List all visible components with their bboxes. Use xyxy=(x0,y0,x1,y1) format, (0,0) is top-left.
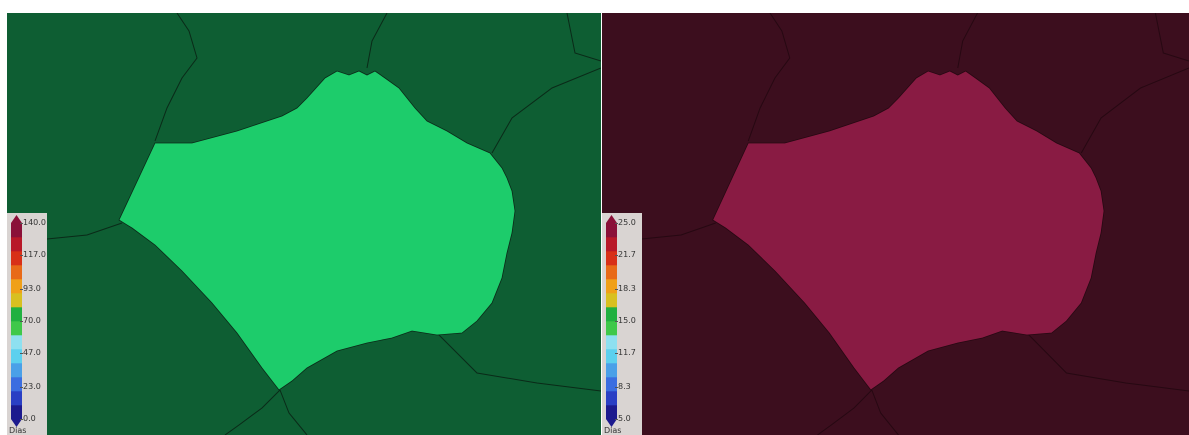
legend-tick-label: 140.0 xyxy=(20,218,46,227)
colorbar-band xyxy=(606,237,617,252)
map-panel-left: 140.0 117.0 93.0 70.0 47.0 23.0 0.0 Dias xyxy=(7,13,601,435)
legend-tick-label: 5.0 xyxy=(615,414,631,423)
legend-tick-label: 23.0 xyxy=(20,381,41,391)
colorbar-band xyxy=(11,391,22,406)
colorbar-band xyxy=(606,251,617,266)
colorbar-band xyxy=(11,335,22,350)
colorbar-band xyxy=(606,223,617,238)
color-legend: 25.0 21.7 18.3 15.0 11.7 8.3 5.0 Dias xyxy=(602,213,642,435)
colorbar xyxy=(606,215,617,427)
map-canvas xyxy=(602,13,1189,435)
colorbar-band xyxy=(606,363,617,378)
colorbar-band xyxy=(11,349,22,364)
neighbor-border xyxy=(1026,332,1189,392)
neighbor-border xyxy=(154,13,198,142)
legend-tick-label: 70.0 xyxy=(20,316,41,325)
colorbar-band xyxy=(606,391,617,406)
colorbar-band xyxy=(606,335,617,350)
neighbor-border xyxy=(279,389,308,435)
colorbar-band xyxy=(11,405,22,420)
neighbor-border xyxy=(817,389,873,435)
colorbar-band xyxy=(606,279,617,294)
map-canvas xyxy=(7,13,601,435)
colorbar-band xyxy=(11,223,22,238)
map-panel-right: 25.0 21.7 18.3 15.0 11.7 8.3 5.0 Dias xyxy=(602,13,1189,435)
neighbor-border xyxy=(224,389,281,435)
colorbar-band xyxy=(11,293,22,308)
legend-tick-label: 15.0 xyxy=(615,316,636,325)
colorbar-band xyxy=(606,349,617,364)
legend-tick-label: 18.3 xyxy=(615,283,636,293)
legend-unit-label: Dias xyxy=(9,426,27,435)
legend-tick-label: 93.0 xyxy=(20,283,41,293)
legend-tick-label: 8.3 xyxy=(615,381,631,391)
colorbar-band xyxy=(11,363,22,378)
selected-region[interactable] xyxy=(118,70,516,391)
colorbar-band xyxy=(11,377,22,392)
colorbar-band xyxy=(11,237,22,252)
colorbar-band xyxy=(606,307,617,322)
neighbor-border xyxy=(1080,67,1189,154)
legend-tick-label: 47.0 xyxy=(20,348,41,358)
legend-tick-label: 0.0 xyxy=(20,414,36,423)
neighbor-border xyxy=(366,13,388,69)
neighbor-border xyxy=(1154,13,1189,62)
legend-tick-label: 11.7 xyxy=(615,348,636,358)
colorbar-band xyxy=(606,321,617,336)
legend-tick-label: 25.0 xyxy=(615,218,636,227)
colorbar-band xyxy=(11,279,22,294)
neighbor-border xyxy=(491,67,601,154)
legend-unit-label: Dias xyxy=(604,426,622,435)
neighbor-border xyxy=(871,389,899,435)
neighbor-border xyxy=(957,13,978,69)
neighbor-border xyxy=(436,332,601,392)
legend-tick-label: 117.0 xyxy=(20,250,46,260)
colorbar-band xyxy=(11,265,22,280)
neighbor-border xyxy=(566,13,601,62)
neighbor-border xyxy=(747,13,791,142)
colorbar-band xyxy=(606,405,617,420)
colorbar-band xyxy=(11,321,22,336)
color-legend: 140.0 117.0 93.0 70.0 47.0 23.0 0.0 Dias xyxy=(7,213,47,435)
selected-region[interactable] xyxy=(712,70,1105,391)
colorbar-band xyxy=(606,293,617,308)
colorbar-band xyxy=(606,265,617,280)
colorbar-band xyxy=(11,251,22,266)
colorbar xyxy=(11,215,22,427)
colorbar-band xyxy=(11,307,22,322)
legend-tick-label: 21.7 xyxy=(615,250,636,260)
colorbar-band xyxy=(606,377,617,392)
